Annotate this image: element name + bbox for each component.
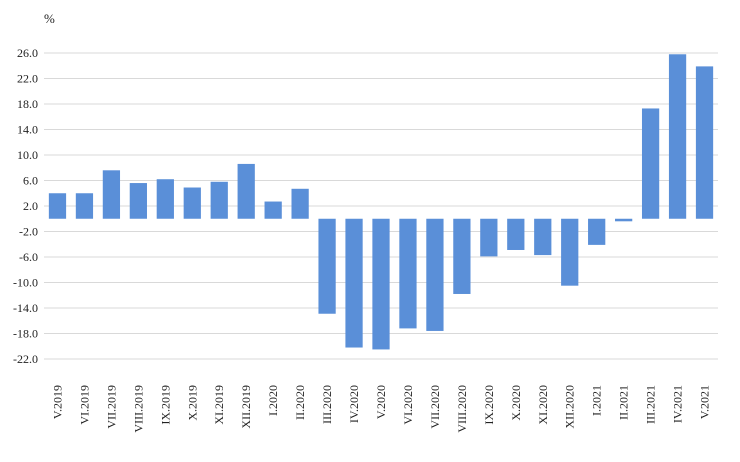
x-tick-label: VII.2020 [428, 385, 442, 429]
y-tick-label: 26.0 [17, 46, 38, 60]
x-tick-label: II.2021 [617, 385, 631, 420]
bar-i-2020 [264, 201, 282, 219]
x-tick-label: III.2021 [644, 385, 658, 424]
bar-ix-2020 [480, 218, 498, 257]
y-tick-label: 6.0 [23, 174, 38, 188]
bar-vi-2020 [399, 218, 417, 329]
bar-xi-2020 [534, 218, 552, 256]
x-tick-label: V.2019 [50, 385, 64, 419]
bar-i-2021 [588, 218, 606, 245]
y-tick-label: -22.0 [13, 352, 38, 366]
x-tick-label: XII.2020 [563, 385, 577, 429]
x-tick-label: VI.2019 [77, 385, 91, 425]
y-tick-label: 18.0 [17, 97, 38, 111]
y-tick-label: -18.0 [13, 327, 38, 341]
y-axis-ticks: 26.0 22.0 18.0 14.0 10.0 6.0 2.0 -2.0 -6.0 -10.0 -… [13, 46, 38, 366]
y-tick-label: -6.0 [19, 250, 38, 264]
bar-vii-2019 [102, 170, 121, 219]
y-axis-unit-label: % [44, 11, 55, 26]
bar-v-2019 [48, 193, 67, 219]
x-tick-label: IV.2021 [671, 385, 685, 423]
x-tick-label: X.2020 [509, 385, 523, 421]
x-tick-label: XI.2019 [212, 385, 226, 425]
bar-v-2020 [372, 218, 390, 350]
x-axis-ticks: V.2019 VI.2019 VII.2019 VIII.2019 IX.2019 X.2… [50, 385, 711, 433]
x-tick-label: I.2020 [266, 385, 280, 416]
bar-x-2020 [507, 218, 525, 250]
bar-viii-2020 [453, 218, 471, 294]
x-tick-label: VI.2020 [401, 385, 415, 425]
x-tick-label: V.2020 [374, 385, 388, 419]
y-tick-label: 10.0 [17, 148, 38, 162]
bar-ii-2020 [291, 188, 309, 219]
bar-iii-2021 [641, 108, 660, 219]
bar-iv-2021 [668, 54, 687, 219]
y-tick-label: -14.0 [13, 301, 38, 315]
bar-ii-2021 [615, 218, 633, 222]
bar-iii-2020 [318, 218, 336, 314]
x-tick-label: VIII.2019 [131, 385, 145, 433]
y-tick-label: -10.0 [13, 276, 38, 290]
bar-vi-2019 [75, 193, 94, 219]
bar-viii-2019 [129, 183, 147, 219]
y-tick-label: -2.0 [19, 225, 38, 239]
x-tick-label: XII.2019 [239, 385, 253, 429]
y-tick-label: 14.0 [17, 123, 38, 137]
bar-v-2021 [695, 66, 714, 219]
x-tick-label: III.2020 [320, 385, 334, 424]
x-tick-label: IV.2020 [347, 385, 361, 423]
x-tick-label: VIII.2020 [455, 385, 469, 433]
x-tick-label: VII.2019 [104, 385, 118, 429]
bar-xii-2019 [237, 163, 255, 219]
bars [48, 54, 714, 350]
x-tick-label: IX.2020 [482, 385, 496, 425]
x-tick-label: X.2019 [185, 385, 199, 421]
bar-ix-2019 [156, 179, 174, 219]
y-tick-label: 2.0 [23, 199, 38, 213]
bar-xi-2019 [210, 181, 228, 219]
bar-xii-2020 [561, 218, 579, 286]
x-tick-label: I.2021 [590, 385, 604, 416]
gridlines [44, 52, 718, 360]
bar-iv-2020 [345, 218, 363, 348]
x-tick-label: V.2021 [698, 385, 712, 419]
y-tick-label: 22.0 [17, 72, 38, 86]
x-tick-label: IX.2019 [158, 385, 172, 425]
x-tick-label: II.2020 [293, 385, 307, 420]
x-tick-label: XI.2020 [536, 385, 550, 425]
bar-x-2019 [183, 187, 201, 219]
bar-vii-2020 [426, 218, 444, 331]
